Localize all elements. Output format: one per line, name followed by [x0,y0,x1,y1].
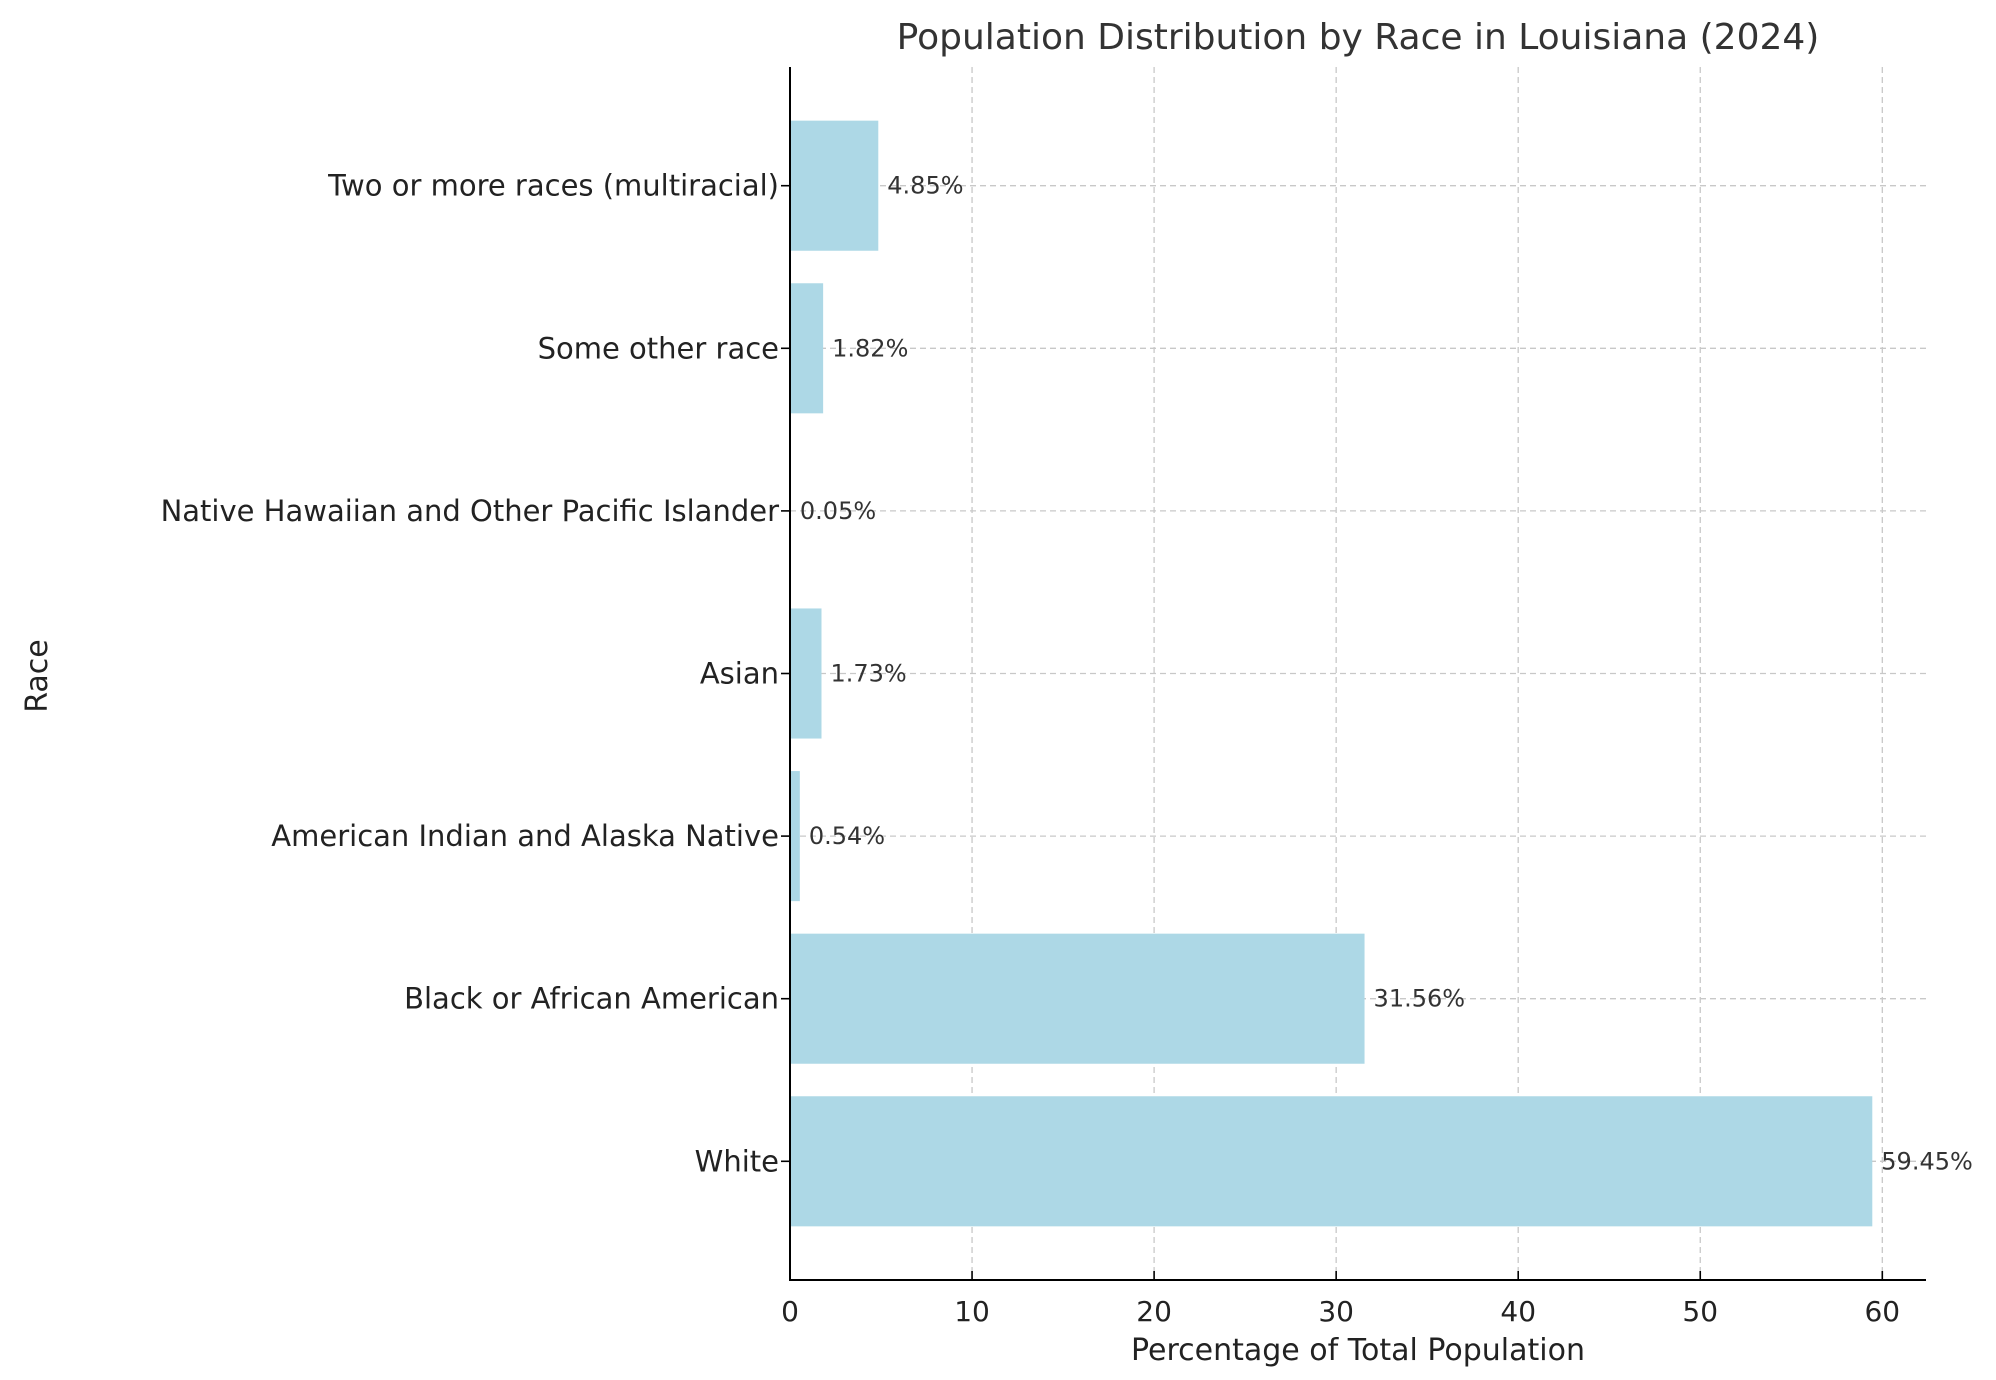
bar [790,120,879,251]
y-tick-label: Two or more races (multiracial) [327,169,779,203]
bars [790,120,1873,1227]
data-labels: 59.45% 31.56% 0.54% 1.73% 0.05% 1.82% 4.85% [800,172,1973,1176]
y-tick-label: Black or African American [404,982,779,1016]
data-label: 4.85% [887,172,963,200]
x-axis-label: Percentage of Total Population [1131,1333,1585,1368]
bar [790,1096,1873,1227]
y-tick-label: Some other race [538,331,779,365]
data-label: 31.56% [1374,985,1466,1013]
x-tick-label: 50 [1682,1295,1718,1328]
x-tick-label: 10 [954,1295,990,1328]
y-axis-label: Race [20,639,55,713]
grid [790,67,1926,1280]
x-tick-label: 60 [1864,1295,1900,1328]
bar [790,771,800,902]
bar [790,933,1365,1064]
bar [790,608,822,739]
data-label: 0.54% [809,822,885,850]
data-label: 0.05% [800,497,876,525]
data-label: 1.82% [832,334,908,362]
x-tick-label: 30 [1318,1295,1354,1328]
x-tick-label: 20 [1136,1295,1172,1328]
x-axis-ticks: 0 10 20 30 40 50 60 [781,1271,1900,1328]
y-tick-label: Native Hawaiian and Other Pacific Island… [161,494,780,528]
data-label: 1.73% [830,660,906,688]
x-tick-label: 40 [1500,1295,1536,1328]
y-tick-label: White [695,1144,779,1178]
chart-title: Population Distribution by Race in Louis… [897,17,1820,58]
data-label: 59.45% [1881,1147,1973,1175]
y-tick-label: Asian [700,657,779,691]
x-tick-label: 0 [781,1295,799,1328]
y-axis-ticks: White Black or African American American I… [161,169,790,1178]
y-tick-label: American Indian and Alaska Native [271,819,779,853]
bar [790,283,824,414]
